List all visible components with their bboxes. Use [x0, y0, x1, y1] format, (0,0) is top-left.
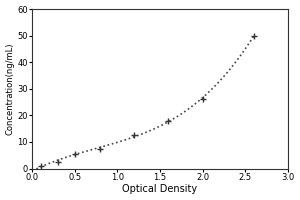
- Y-axis label: Concentration(ng/mL): Concentration(ng/mL): [6, 43, 15, 135]
- X-axis label: Optical Density: Optical Density: [122, 184, 197, 194]
